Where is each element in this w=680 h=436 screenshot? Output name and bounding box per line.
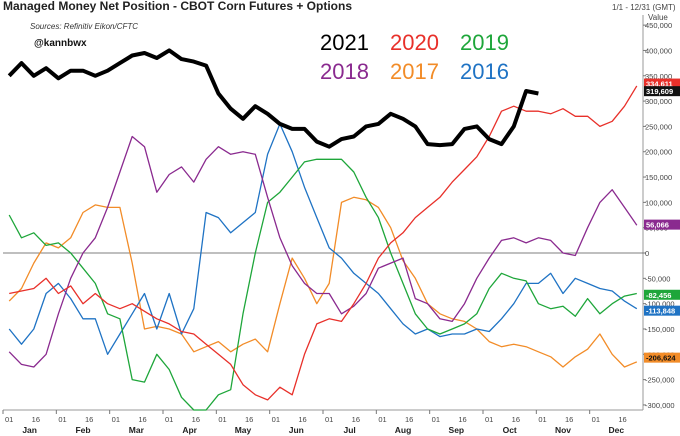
series-line-2021 [7, 48, 539, 149]
x-day-tick-label: 16 [405, 415, 413, 424]
last-value-flag-2016: -113,848 [644, 305, 680, 316]
flag-label: 334,611 [646, 80, 673, 89]
y-tick-label: 300,000 [645, 97, 672, 106]
x-day-tick-label: 01 [165, 415, 173, 424]
source-note: Sources: Refinitiv Eikon/CFTC [30, 22, 138, 31]
x-month-label: Apr [182, 425, 197, 435]
x-day-tick-label: 16 [138, 415, 146, 424]
flag-label: 56,066 [646, 221, 669, 230]
legend-item-2017: 2017 [390, 59, 439, 84]
legend-item-2019: 2019 [460, 30, 509, 55]
x-day-tick-label: 01 [538, 415, 546, 424]
x-month-label: May [235, 425, 252, 435]
chart-title: Managed Money Net Position - CBOT Corn F… [3, 0, 352, 13]
y-tick-label: 200,000 [645, 148, 672, 157]
y-tick-label: 0 [645, 249, 649, 258]
x-day-tick-label: 01 [325, 415, 333, 424]
y-tick-label: -50,000 [645, 274, 670, 283]
legend: 2021 2020 2019 2018 2017 2016 [320, 30, 509, 84]
author-handle: @kannbwx [34, 38, 87, 49]
x-day-tick-label: 16 [85, 415, 93, 424]
y-tick-label: 400,000 [645, 46, 672, 55]
y-tick-label: 100,000 [645, 198, 672, 207]
x-day-tick-label: 01 [58, 415, 66, 424]
x-month-label: Dec [609, 425, 625, 435]
y-tick-label: -300,000 [645, 401, 675, 410]
flag-label: -113,848 [646, 307, 675, 316]
x-day-tick-label: 01 [218, 415, 226, 424]
last-value-flag-2021: 319,609 [644, 86, 680, 97]
y-tick-label: -150,000 [645, 325, 675, 334]
series-lines [7, 48, 638, 411]
x-day-tick-label: 16 [565, 415, 573, 424]
series-line-2019 [8, 158, 637, 411]
last-value-flag-2018: 56,066 [644, 219, 680, 230]
x-month-label: Mar [129, 425, 145, 435]
last-value-flag-2020: 334,611 [644, 78, 680, 89]
flag-box [644, 305, 680, 316]
x-month-label: Oct [503, 425, 517, 435]
x-month-label: Sep [449, 425, 465, 435]
x-month-label: Feb [75, 425, 90, 435]
date-range: 1/1 - 12/31 (GMT) [612, 3, 676, 12]
x-day-tick-label: 16 [618, 415, 626, 424]
flag-label: -82,456 [646, 291, 671, 300]
x-day-tick-label: 16 [192, 415, 200, 424]
series-line-2016 [8, 123, 638, 355]
x-day-tick-label: 01 [432, 415, 440, 424]
y-tick-label: 150,000 [645, 173, 672, 182]
x-day-tick-label: 01 [485, 415, 493, 424]
last-value-flag-2019: -82,456 [644, 289, 680, 300]
y-tick-label: 250,000 [645, 122, 672, 131]
series-line-2018 [8, 135, 638, 368]
legend-item-2016: 2016 [460, 59, 509, 84]
x-day-tick-label: 01 [272, 415, 280, 424]
flag-box [644, 86, 680, 97]
flag-box [644, 219, 680, 230]
x-month-label: Jul [344, 425, 356, 435]
flag-box [644, 78, 680, 89]
y-tick-label: 350,000 [645, 72, 672, 81]
x-day-tick-label: 16 [458, 415, 466, 424]
x-day-tick-label: 16 [512, 415, 520, 424]
x-month-label: Nov [555, 425, 571, 435]
y-tick-label: -250,000 [645, 376, 675, 385]
x-day-tick-label: 16 [352, 415, 360, 424]
x-day-tick-label: 01 [112, 415, 120, 424]
y-tick-label: 450,000 [645, 21, 672, 30]
value-axis-label: Value [648, 13, 668, 22]
x-day-tick-label: 01 [378, 415, 386, 424]
flag-box [644, 352, 680, 363]
legend-item-2020: 2020 [390, 30, 439, 55]
x-month-label: Jan [22, 425, 37, 435]
legend-item-2018: 2018 [320, 59, 369, 84]
x-day-tick-label: 16 [245, 415, 253, 424]
x-day-tick-label: 01 [592, 415, 600, 424]
x-day-tick-label: 16 [32, 415, 40, 424]
x-day-tick-label: 16 [298, 415, 306, 424]
last-value-flag-2017: -206,624 [644, 352, 680, 363]
x-month-label: Jun [289, 425, 304, 435]
series-line-2020 [9, 85, 638, 401]
x-month-label: Aug [395, 425, 412, 435]
y-tick-label: -100,000 [645, 300, 675, 309]
flag-label: -206,624 [646, 354, 676, 363]
flag-label: 319,609 [646, 87, 673, 96]
legend-item-2021: 2021 [320, 30, 369, 55]
flag-box [644, 289, 680, 300]
x-day-tick-label: 01 [5, 415, 13, 424]
